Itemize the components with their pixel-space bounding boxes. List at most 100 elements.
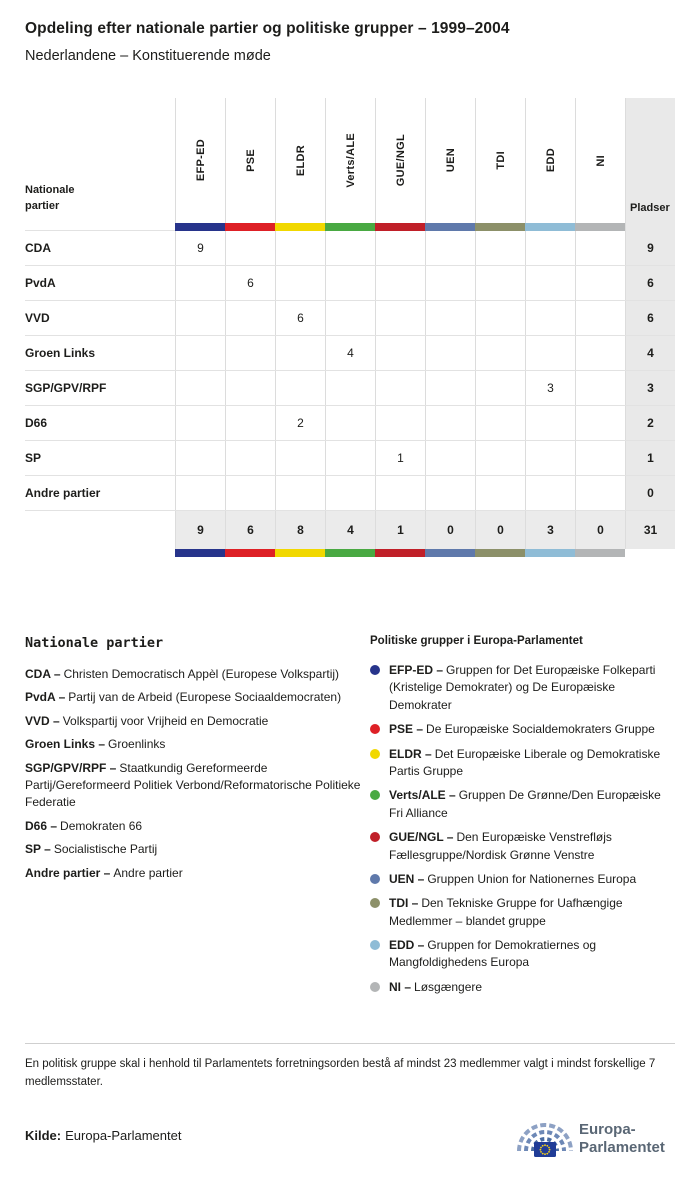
- value-cell: [375, 406, 425, 440]
- seats-cell: 4: [625, 336, 675, 370]
- value-cell: [175, 406, 225, 440]
- party-legend-item: CDA – Christen Democratisch Appèl (Europe…: [25, 666, 365, 683]
- value-cell: [225, 371, 275, 405]
- group-term: UEN –: [389, 871, 425, 886]
- value-cell: [225, 441, 275, 475]
- value-cell: [475, 266, 525, 300]
- footer-rule: [25, 1043, 675, 1045]
- footnote: En politisk gruppe skal i henhold til Pa…: [25, 1058, 656, 1088]
- party-legend-item: SGP/GPV/RPF – Staatkundig Gereformeerde P…: [25, 760, 365, 812]
- value-cell: [375, 336, 425, 370]
- group-color-bar: [325, 223, 375, 231]
- party-term: SGP/GPV/RPF –: [25, 760, 117, 775]
- total-value-cell: 0: [475, 511, 525, 549]
- source-line: Kilde: Europa-Parlamentet: [25, 1128, 181, 1143]
- value-cell: [575, 371, 625, 405]
- value-cell: [525, 301, 575, 335]
- value-cell: [175, 476, 225, 510]
- value-cell: [525, 441, 575, 475]
- group-color-bar: [475, 549, 525, 557]
- value-cell: [525, 336, 575, 370]
- group-color-bar: [275, 549, 325, 557]
- value-cell: [425, 301, 475, 335]
- value-cell: 4: [325, 336, 375, 370]
- group-color-dot: [370, 724, 380, 735]
- group-color-bar-row: [25, 223, 675, 231]
- group-color-bar: [375, 549, 425, 557]
- value-cell: [475, 336, 525, 370]
- value-cell: [325, 266, 375, 300]
- total-seats-cell: 31: [625, 511, 675, 549]
- value-cell: [425, 336, 475, 370]
- table-row: PvdA 6 6: [25, 266, 675, 301]
- value-cell: [575, 231, 625, 265]
- group-legend-item: EDD – Gruppen for Demokratiernes og Mangf…: [370, 937, 675, 972]
- seats-table: Nationale partier EFP-ED PSE ELDR Verts/…: [25, 98, 675, 557]
- group-color-bar: [225, 223, 275, 231]
- total-value-cell: 3: [525, 511, 575, 549]
- ep-logo: Europa- Parlamentet: [505, 1109, 675, 1163]
- group-column-header: EFP-ED: [175, 98, 225, 223]
- value-cell: [325, 441, 375, 475]
- group-desc: Løsgængere: [414, 979, 483, 994]
- value-cell: [325, 406, 375, 440]
- group-color-dot: [370, 898, 380, 909]
- group-term: ELDR –: [389, 746, 432, 761]
- value-cell: [475, 231, 525, 265]
- group-color-dot: [370, 940, 380, 951]
- value-cell: [425, 371, 475, 405]
- value-cell: [225, 476, 275, 510]
- value-cell: [275, 371, 325, 405]
- group-color-bar: [575, 549, 625, 557]
- group-column-header: UEN: [425, 98, 475, 223]
- page-title: Opdeling efter nationale partier og poli…: [25, 20, 510, 37]
- party-legend-item: Andre partier – Andre partier: [25, 865, 365, 882]
- value-cell: [375, 301, 425, 335]
- value-cell: [375, 266, 425, 300]
- group-column-header: ELDR: [275, 98, 325, 223]
- footer-bottom-row: Kilde: Europa-Parlamentet: [25, 1109, 675, 1163]
- value-cell: [325, 371, 375, 405]
- group-color-bar: [175, 223, 225, 231]
- group-legend-item: GUE/NGL – Den Europæiske Venstrefløjs Fæl…: [370, 829, 675, 864]
- party-legend-item: SP – Socialistische Partij: [25, 841, 365, 858]
- party-name-cell: Groen Links: [25, 346, 96, 360]
- political-groups-legend: Politiske grupper i Europa-Parlamentet E…: [370, 635, 675, 1003]
- value-cell: [275, 231, 325, 265]
- value-cell: [525, 266, 575, 300]
- group-color-bar: [225, 549, 275, 557]
- group-color-bar: [425, 549, 475, 557]
- group-term: GUE/NGL –: [389, 830, 454, 845]
- source-name: Europa-Parlamentet: [65, 1128, 182, 1144]
- total-value-cell: 1: [375, 511, 425, 549]
- seats-column-header: Pladser: [625, 98, 675, 223]
- party-term: Andre partier –: [25, 865, 111, 880]
- value-cell: [375, 371, 425, 405]
- eu-flag-icon: [534, 1141, 556, 1157]
- value-cell: [525, 406, 575, 440]
- value-cell: 2: [275, 406, 325, 440]
- value-cell: 6: [225, 266, 275, 300]
- total-value-cell: 0: [425, 511, 475, 549]
- party-desc: Groenlinks: [108, 737, 166, 752]
- group-color-dot: [370, 665, 380, 675]
- group-color-bar: [525, 549, 575, 557]
- group-column-header: EDD: [525, 98, 575, 223]
- value-cell: [175, 371, 225, 405]
- group-term: EDD –: [389, 938, 425, 953]
- value-cell: [425, 231, 475, 265]
- party-name-cell: PvdA: [25, 276, 56, 290]
- table-row: SP 1 1: [25, 441, 675, 476]
- page-subtitle: Nederlandene – Konstituerende møde: [25, 48, 271, 64]
- value-cell: [575, 266, 625, 300]
- value-cell: [575, 336, 625, 370]
- table-row: CDA 9 9: [25, 231, 675, 266]
- party-name-cell: VVD: [25, 311, 50, 325]
- value-cell: [475, 441, 525, 475]
- value-cell: [275, 476, 325, 510]
- source-label: Kilde:: [25, 1128, 62, 1144]
- party-desc: Partij van de Arbeid (Europese Sociaalde…: [68, 690, 342, 705]
- party-term: Groen Links –: [25, 737, 106, 752]
- legend-heading: Politiske grupper i Europa-Parlamentet: [370, 635, 583, 647]
- totals-row: 9 6 8 4 1 0 0 3 0 31: [25, 511, 675, 549]
